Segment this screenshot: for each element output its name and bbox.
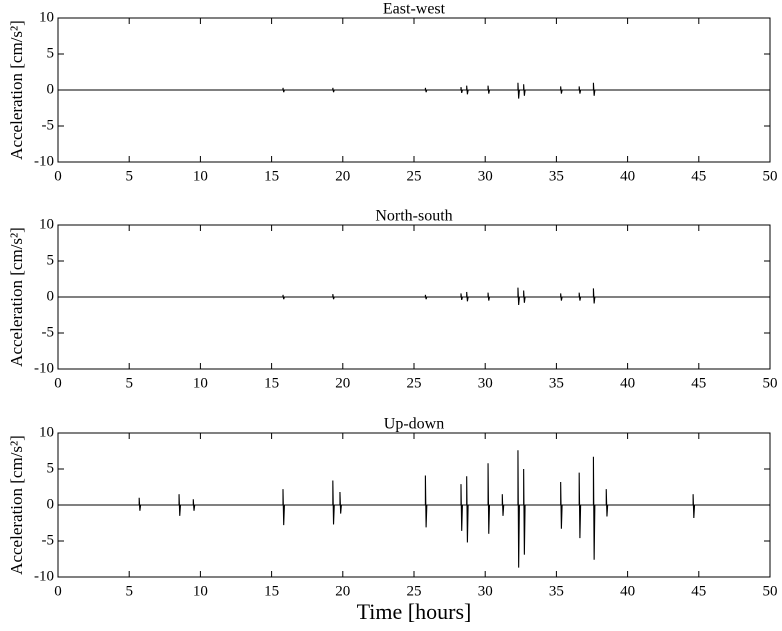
x-tick-label: 25: [407, 583, 422, 599]
y-tick-label: -10: [34, 153, 54, 169]
x-tick-label: 30: [478, 375, 493, 391]
x-tick-label: 45: [691, 168, 706, 184]
x-tick-label: 10: [193, 375, 208, 391]
x-tick-label: 5: [125, 168, 133, 184]
x-tick-label: 0: [54, 375, 62, 391]
x-tick-label: 25: [407, 375, 422, 391]
x-tick-label: 20: [335, 583, 350, 599]
series-line: [58, 82, 770, 99]
y-tick-label: 0: [47, 496, 55, 512]
y-axis-label: Acceleration [cm/s²]: [7, 435, 26, 575]
x-tick-label: 0: [54, 583, 62, 599]
y-tick-label: -10: [34, 568, 54, 584]
y-tick-label: -5: [42, 532, 55, 548]
y-tick-label: 0: [47, 288, 55, 304]
x-tick-label: 20: [335, 168, 350, 184]
plot-frame: [57, 17, 771, 163]
x-tick-label: 50: [763, 583, 778, 599]
y-tick-label: 10: [39, 9, 54, 25]
x-tick-label: 35: [549, 168, 564, 184]
series-line: [58, 287, 770, 305]
x-tick-label: 5: [125, 583, 133, 599]
x-tick-label: 50: [763, 375, 778, 391]
x-tick-label: 45: [691, 375, 706, 391]
y-axis-label: Acceleration [cm/s²]: [7, 20, 26, 160]
x-tick-label: 40: [620, 583, 635, 599]
y-tick-label: 5: [47, 252, 55, 268]
y-tick-label: -5: [42, 324, 55, 340]
x-tick-label: 50: [763, 168, 778, 184]
y-tick-label: -5: [42, 117, 55, 133]
x-tick-label: 0: [54, 168, 62, 184]
x-tick-label: 10: [193, 583, 208, 599]
x-tick-label: 15: [264, 375, 279, 391]
x-tick-label: 40: [620, 375, 635, 391]
chart-title: East-west: [383, 1, 446, 18]
x-tick-label: 30: [478, 583, 493, 599]
x-tick-label: 25: [407, 168, 422, 184]
y-tick-label: 10: [39, 424, 54, 440]
x-tick-label: 15: [264, 168, 279, 184]
x-tick-label: 35: [549, 583, 564, 599]
y-tick-label: 10: [39, 216, 54, 232]
y-axis-label: Acceleration [cm/s²]: [7, 227, 26, 367]
x-tick-label: 20: [335, 375, 350, 391]
series-line: [58, 450, 770, 568]
x-tick-label: 45: [691, 583, 706, 599]
x-tick-label: 15: [264, 583, 279, 599]
x-tick-label: 30: [478, 168, 493, 184]
plot-frame: [57, 432, 771, 578]
y-tick-label: 5: [47, 460, 55, 476]
chart-title: North-south: [375, 208, 452, 225]
x-axis-label: Time [hours]: [357, 599, 472, 624]
y-tick-label: 0: [47, 81, 55, 97]
y-tick-label: 5: [47, 45, 55, 61]
x-tick-label: 40: [620, 168, 635, 184]
x-tick-label: 10: [193, 168, 208, 184]
y-tick-label: -10: [34, 360, 54, 376]
plot-frame: [57, 224, 771, 370]
x-tick-label: 35: [549, 375, 564, 391]
x-tick-label: 5: [125, 375, 133, 391]
chart-title: Up-down: [384, 416, 444, 433]
